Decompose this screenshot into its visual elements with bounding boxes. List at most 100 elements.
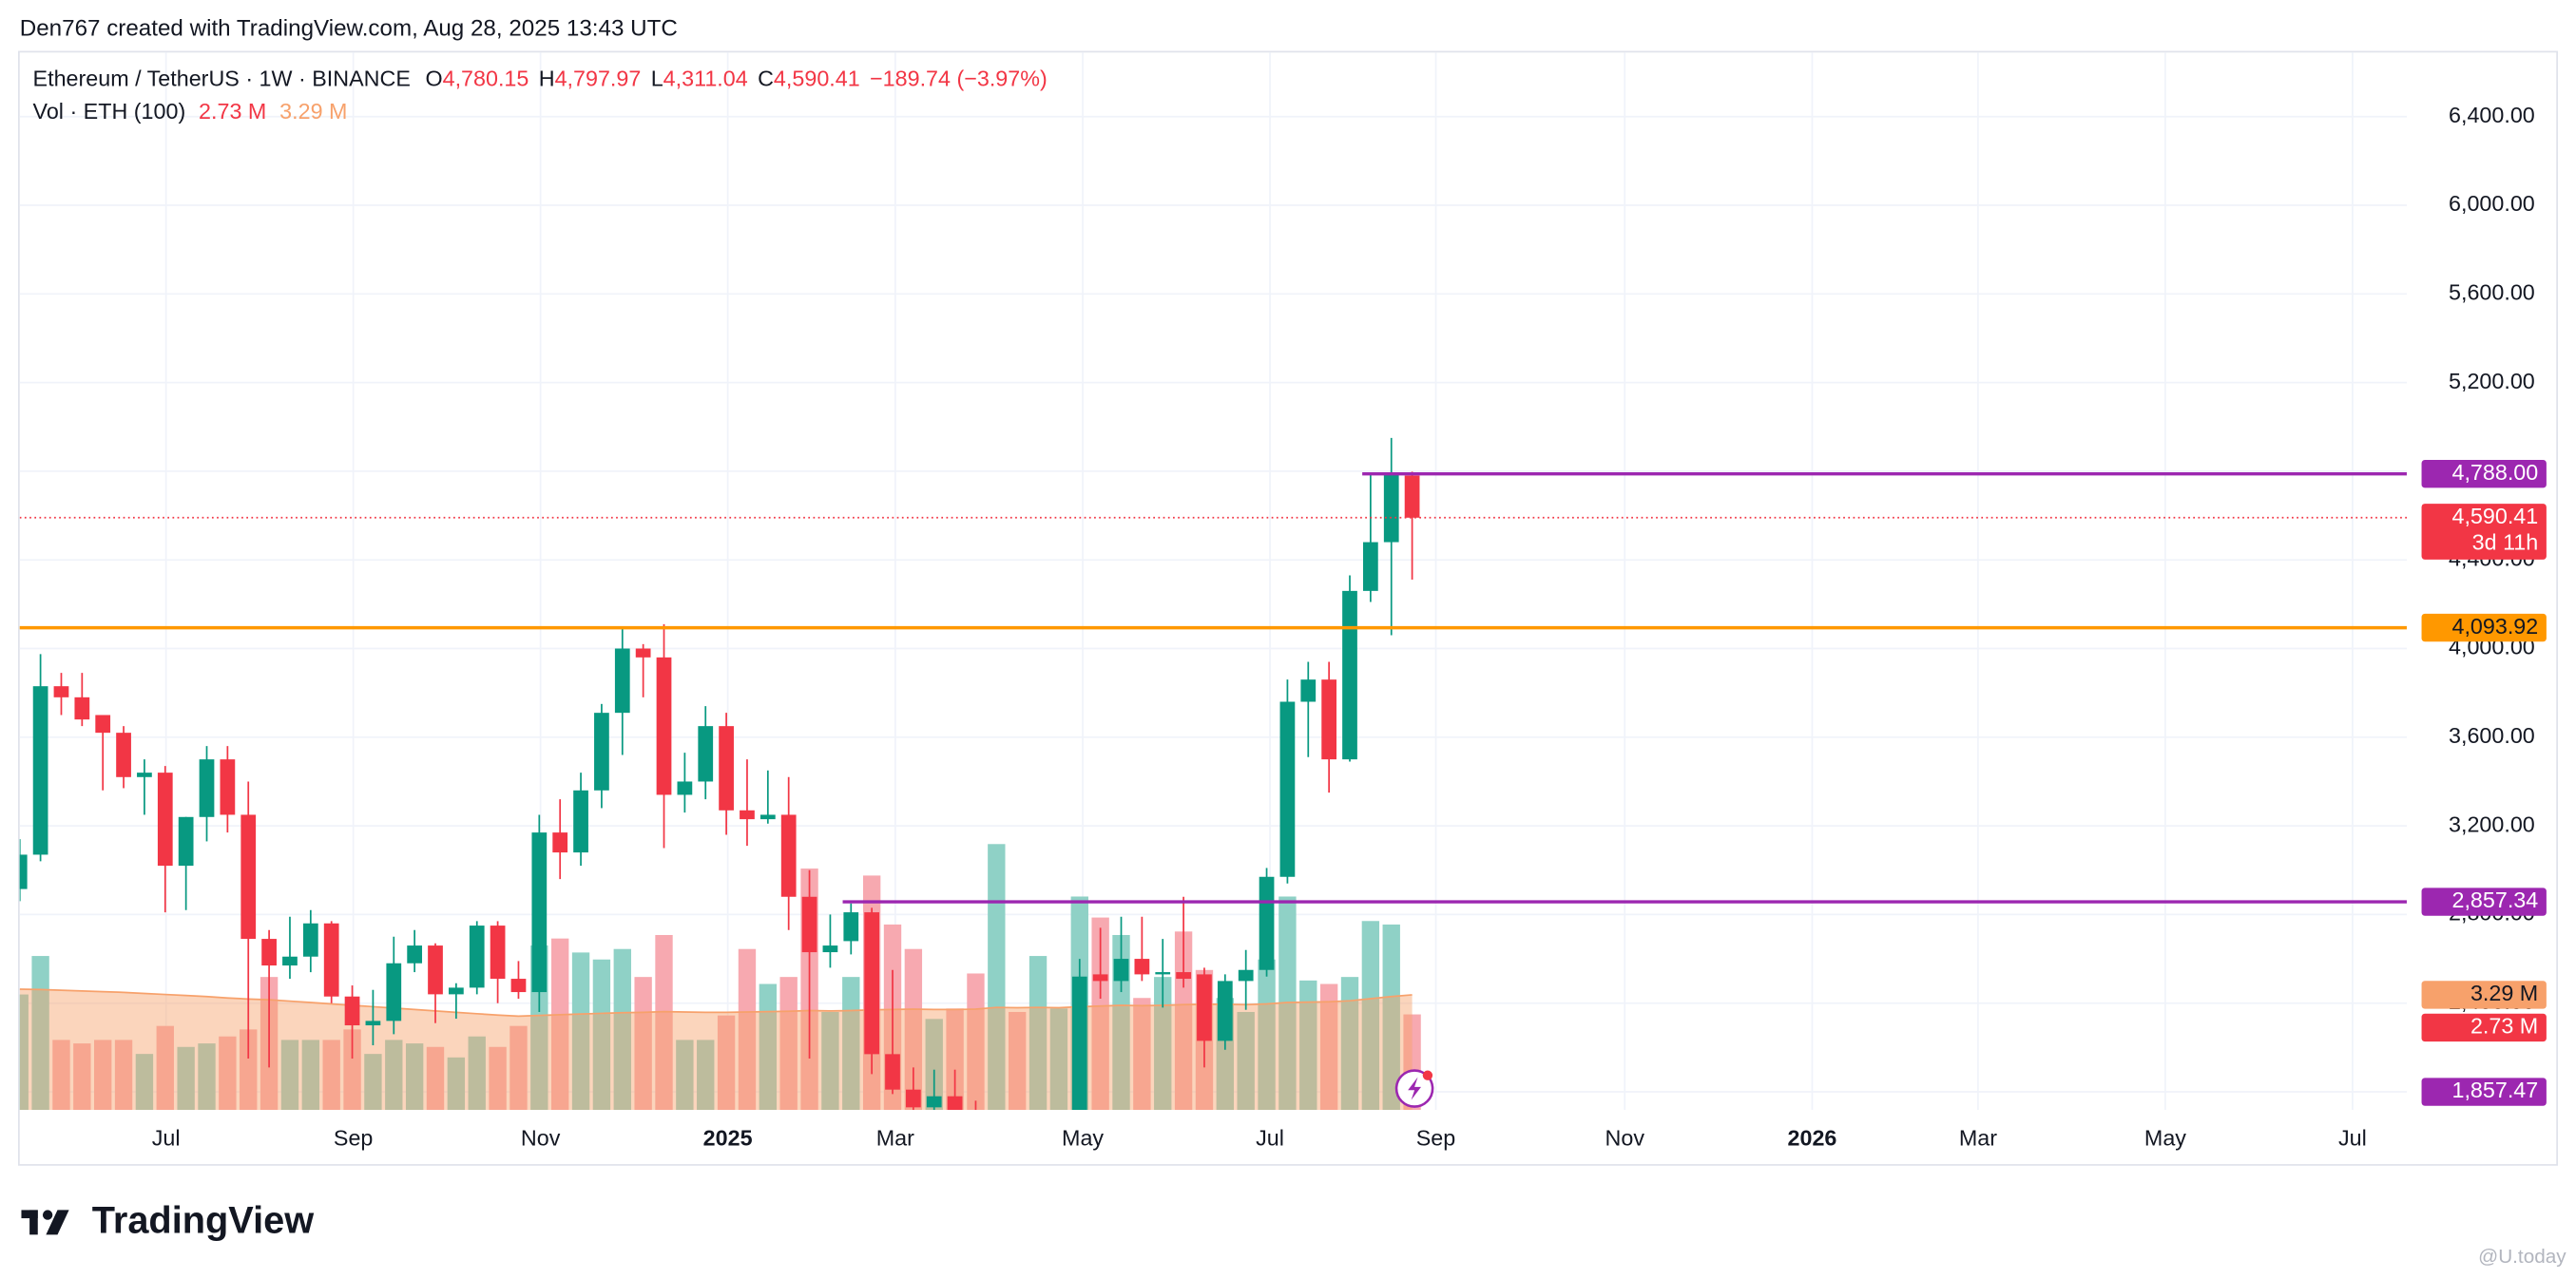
candle-body (656, 657, 672, 795)
candle-body (407, 945, 423, 964)
axes: Jul Sep Nov 2025 Mar May Jul Sep Nov 2026 Mar May Ju… (152, 103, 2547, 1150)
volume-bar (94, 1040, 112, 1111)
ohlc-letter: O (425, 67, 442, 91)
candle-body (573, 790, 588, 853)
volume-bar (405, 1043, 424, 1111)
candle-body (95, 715, 111, 734)
volume-bar (177, 1046, 195, 1111)
ohlc-letter: L (651, 67, 663, 91)
x-tick-label: 2026 (1788, 1125, 1837, 1150)
candle-body (1176, 972, 1191, 980)
volume-bar (1258, 959, 1276, 1111)
candle-body (1279, 701, 1296, 877)
level-label: 1,857.47 (2451, 1078, 2538, 1102)
candle-body (365, 1021, 381, 1026)
volume-ma-area (19, 989, 1413, 1111)
y-tick-label: 3,600.00 (2449, 723, 2535, 748)
volume-bar (489, 1046, 507, 1111)
symbol: Ethereum / TetherUS · 1W · BINANCE (33, 67, 411, 91)
candle-body (740, 810, 755, 820)
level-label: 4,093.92 (2451, 614, 2538, 639)
volume-bar (280, 1040, 299, 1111)
volume-bar (967, 973, 985, 1111)
volume-bar (738, 948, 757, 1111)
volume-bar (717, 1015, 736, 1111)
candle-body (157, 773, 173, 867)
ohlc-letter: C (758, 67, 774, 91)
volume-bar (1382, 924, 1400, 1111)
ohlc-value: 4,797.97 (555, 67, 642, 91)
y-tick-label: 6,400.00 (2449, 103, 2535, 127)
logo: TradingView (21, 1200, 314, 1242)
candle-body (344, 996, 360, 1026)
volume-bar (1091, 917, 1109, 1111)
volume-bar (1299, 980, 1317, 1111)
x-tick-label: Jul (152, 1125, 181, 1150)
volume-bar (1154, 977, 1172, 1111)
candle-body (19, 854, 28, 889)
candle-body (1300, 679, 1317, 702)
volume-bar (447, 1057, 466, 1111)
y-tick-label: 3,200.00 (2449, 811, 2535, 836)
volume-bar (904, 948, 923, 1111)
volume-ma-tag-bg (2421, 981, 2547, 1009)
level-label-bg (2421, 888, 2547, 916)
candle-body (698, 726, 714, 782)
volume-value: 2.73 M (199, 99, 266, 124)
volume-bar (135, 1054, 154, 1111)
volume-bar (240, 1029, 258, 1111)
candle-body (552, 832, 568, 853)
volume-bar (551, 938, 569, 1111)
candle-body (885, 1054, 900, 1090)
volume-bar (613, 948, 631, 1111)
volume-bar (1237, 1011, 1255, 1111)
level-label: 4,788.00 (2451, 460, 2538, 485)
candle-body (843, 912, 859, 942)
volume-bar (322, 1040, 340, 1111)
x-tick-label: Jul (1256, 1125, 1284, 1150)
candle-body (1404, 475, 1420, 518)
volume-bar (946, 1008, 964, 1111)
candle-body (1009, 1176, 1025, 1185)
candle-body (137, 773, 152, 777)
volume-legend: Vol · ETH (100) 2.73 M 3.29 M (33, 99, 348, 124)
volume-bar (779, 977, 798, 1111)
volume-bar (73, 1043, 91, 1111)
candle-body (864, 912, 880, 1055)
alert-icon (1394, 1069, 1434, 1108)
volume-bar (676, 1040, 694, 1111)
candle-body (677, 781, 693, 795)
volume-bar (925, 1019, 943, 1111)
x-tick-label: Mar (1959, 1125, 1997, 1150)
candle-body (906, 1089, 921, 1108)
level-label-bg (2421, 1078, 2547, 1106)
volume-bar (509, 1025, 528, 1111)
volume-bar (1361, 921, 1380, 1111)
volume-bar (385, 1040, 403, 1111)
candle-body (1259, 876, 1275, 970)
candle-body (449, 987, 464, 995)
symbol-legend: Ethereum / TetherUS · 1W · BINANCE O4,780… (33, 67, 1048, 91)
candle-body (989, 1176, 1004, 1185)
volume-bar (655, 934, 673, 1111)
watermark: @U.today (2478, 1246, 2566, 1268)
logo-text: TradingView (92, 1200, 314, 1242)
ohlc-letter: H (539, 67, 555, 91)
candle-body (74, 697, 90, 720)
candle-body (1321, 679, 1337, 760)
x-tick-label: Sep (334, 1125, 373, 1150)
volume-bar (343, 1029, 361, 1111)
candle-body (926, 1096, 942, 1108)
x-tick-label: Nov (521, 1125, 561, 1150)
x-tick-label: Nov (1605, 1125, 1645, 1150)
volume-bar (592, 959, 611, 1111)
candle-body (1383, 473, 1399, 543)
last-price-label: 4,590.41 (2451, 504, 2538, 528)
candle-body (947, 1096, 963, 1111)
level-label: 2,857.34 (2451, 888, 2538, 912)
volume-bar (301, 1040, 320, 1111)
candle-body (1217, 981, 1233, 1041)
x-tick-label: 2025 (703, 1125, 753, 1150)
